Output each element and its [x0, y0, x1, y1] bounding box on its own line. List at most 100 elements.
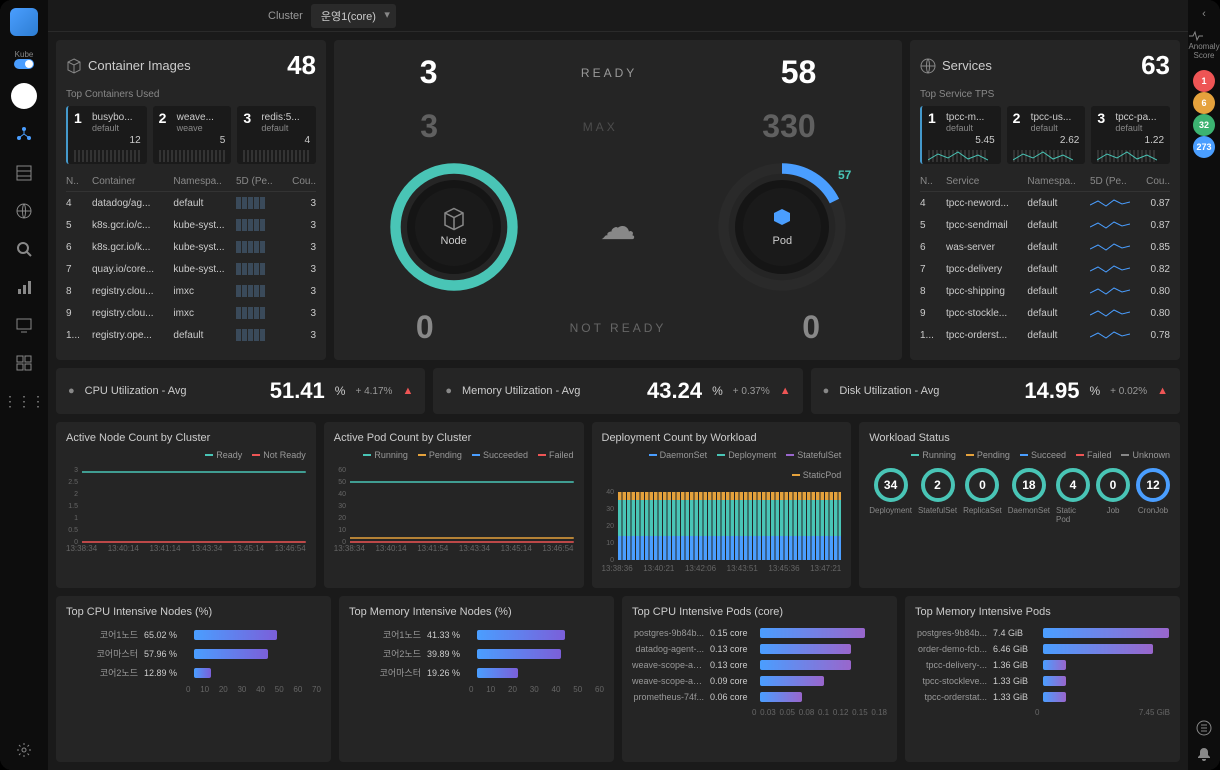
mem-pods-chart: Top Memory Intensive Pods postgres-9b84b…	[905, 596, 1180, 762]
table-row[interactable]: 5tpcc-sendmaildefault0.87	[920, 214, 1170, 236]
svg-text:2: 2	[74, 491, 78, 498]
hbar-row: tpcc-stockleve...1.33 GiB	[915, 676, 1170, 686]
top-card[interactable]: 3redis:5...default4	[237, 106, 316, 164]
table-row[interactable]: 9tpcc-stockle...default0.80	[920, 302, 1170, 324]
node-count-chart: Active Node Count by Cluster ReadyNot Re…	[56, 422, 316, 588]
cpu-nodes-chart: Top CPU Intensive Nodes (%) 코어1노드65.02 %…	[56, 596, 331, 762]
left-sidebar: Kube ⋮⋮⋮	[0, 0, 48, 770]
avatar[interactable]	[11, 83, 37, 109]
workload-donut[interactable]: 0Job	[1096, 468, 1130, 524]
services-panel: Services 63 Top Service TPS 1tpcc-m...de…	[910, 40, 1180, 360]
container-images-panel: Container Images 48 Top Containers Used …	[56, 40, 326, 360]
svg-text:50: 50	[338, 479, 346, 486]
pod-count-chart: Active Pod Count by Cluster RunningPendi…	[324, 422, 584, 588]
cluster-label: Cluster	[268, 10, 303, 22]
settings-icon[interactable]	[12, 738, 36, 762]
right-rail: ‹ Anomaly Score 1632273	[1188, 0, 1220, 770]
anomaly-badge[interactable]: 273	[1193, 136, 1215, 158]
workload-donut[interactable]: 0ReplicaSet	[963, 468, 1002, 524]
hbar-row: prometheus-74f...0.06 core	[632, 692, 887, 702]
workload-donut[interactable]: 34Deployment	[869, 468, 912, 524]
bell-icon[interactable]	[1196, 746, 1212, 762]
workload-donut[interactable]: 12CronJob	[1136, 468, 1170, 524]
hbar-row: 코어1노드65.02 %	[66, 628, 321, 641]
apps-icon[interactable]	[12, 351, 36, 375]
cpu-pods-chart: Top CPU Intensive Pods (core) postgres-9…	[622, 596, 897, 762]
hbar-row: postgres-9b84b...7.4 GiB	[915, 628, 1170, 638]
node-ready: 3	[420, 54, 438, 91]
svg-text:30: 30	[338, 503, 346, 510]
hbar-row: postgres-9b84b...0.15 core	[632, 628, 887, 638]
pod-gauge: Pod 57	[717, 162, 847, 292]
table-row[interactable]: 7quay.io/core...kube-syst...3	[66, 258, 316, 280]
workload-donut[interactable]: 4Static Pod	[1056, 468, 1090, 524]
header: Cluster 운영1(core)	[48, 0, 1188, 32]
chart-icon[interactable]	[12, 275, 36, 299]
container-images-title: Container Images	[66, 58, 191, 74]
node-gauge: Node	[389, 162, 519, 292]
workload-donut[interactable]: 2StatefulSet	[918, 468, 957, 524]
list-icon[interactable]	[1196, 720, 1212, 736]
hbar-row: 코어마스터57.96 %	[66, 647, 321, 660]
hbar-row: datadog-agent-...0.13 core	[632, 644, 887, 654]
svg-text:3: 3	[74, 467, 78, 474]
monitor-icon[interactable]	[12, 313, 36, 337]
util-panel: ●CPU Utilization - Avg51.41%+ 4.17%▲	[56, 368, 425, 414]
top-card[interactable]: 2weave...weave5	[153, 106, 232, 164]
mem-nodes-chart: Top Memory Intensive Nodes (%) 코어1노드41.3…	[339, 596, 614, 762]
table-row[interactable]: 1...registry.ope...default3	[66, 324, 316, 346]
svg-text:0: 0	[610, 557, 614, 564]
svg-text:0.5: 0.5	[68, 527, 78, 534]
top-card[interactable]: 1busybo...default12	[66, 106, 147, 164]
top-card[interactable]: 3tpcc-pa...default1.22	[1091, 106, 1170, 164]
table-row[interactable]: 9registry.clou...imxc3	[66, 302, 316, 324]
top-card[interactable]: 2tpcc-us...default2.62	[1007, 106, 1086, 164]
workload-donut[interactable]: 18DaemonSet	[1008, 468, 1050, 524]
dots-icon[interactable]: ⋮⋮⋮	[12, 389, 36, 413]
table-row[interactable]: 6k8s.gcr.io/k...kube-syst...3	[66, 236, 316, 258]
hbar-row: 코어2노드12.89 %	[66, 666, 321, 679]
table-row[interactable]: 6was-serverdefault0.85	[920, 236, 1170, 258]
hbar-row: tpcc-orderstat...1.33 GiB	[915, 692, 1170, 702]
hbar-row: 코어마스터19.26 %	[349, 666, 604, 679]
table-head: N.. Container Namespa.. 5D (Pe.. Cou..	[66, 172, 316, 192]
cloud-icon: ☁	[600, 206, 636, 248]
hbar-row: 코어1노드41.33 %	[349, 628, 604, 641]
svg-text:60: 60	[338, 467, 346, 474]
globe-icon[interactable]	[12, 199, 36, 223]
top-card[interactable]: 1tpcc-m...default5.45	[920, 106, 1001, 164]
hbar-row: 코어2노드39.89 %	[349, 647, 604, 660]
util-panel: ●Memory Utilization - Avg43.24%+ 0.37%▲	[433, 368, 802, 414]
table-row[interactable]: 7tpcc-deliverydefault0.82	[920, 258, 1170, 280]
table-row[interactable]: 8registry.clou...imxc3	[66, 280, 316, 302]
svg-text:1.5: 1.5	[68, 503, 78, 510]
hbar-row: order-demo-fcb...6.46 GiB	[915, 644, 1170, 654]
table-row[interactable]: 5k8s.gcr.io/c...kube-syst...3	[66, 214, 316, 236]
workload-status-chart: Workload Status RunningPendingSucceedFai…	[859, 422, 1180, 588]
table-row[interactable]: 8tpcc-shippingdefault0.80	[920, 280, 1170, 302]
svg-text:40: 40	[338, 491, 346, 498]
table-row[interactable]: 4datadog/ag...default3	[66, 192, 316, 214]
grid-icon[interactable]	[12, 161, 36, 185]
main-area: Cluster 운영1(core) Container Images 48 To…	[48, 0, 1188, 770]
kube-section: Kube	[14, 50, 34, 69]
deploy-count-chart: Deployment Count by Workload DaemonSetDe…	[592, 422, 852, 588]
logo[interactable]	[10, 8, 38, 36]
hbar-row: weave-scope-ag...0.13 core	[632, 660, 887, 670]
svg-text:20: 20	[606, 523, 614, 530]
anomaly-badge[interactable]: 32	[1193, 114, 1215, 136]
kube-toggle[interactable]	[14, 59, 34, 69]
topology-icon[interactable]	[12, 123, 36, 147]
table-row[interactable]: 1...tpcc-orderst...default0.78	[920, 324, 1170, 346]
collapse-icon[interactable]: ‹	[1202, 8, 1206, 20]
svg-text:10: 10	[606, 540, 614, 547]
cluster-select[interactable]: 운영1(core)	[311, 4, 396, 28]
anomaly-badge[interactable]: 1	[1193, 70, 1215, 92]
search-icon[interactable]	[12, 237, 36, 261]
svg-text:1: 1	[74, 515, 78, 522]
svg-text:40: 40	[606, 489, 614, 496]
hbar-row: tpcc-delivery-...1.36 GiB	[915, 660, 1170, 670]
table-row[interactable]: 4tpcc-neword...default0.87	[920, 192, 1170, 214]
anomaly-badge[interactable]: 6	[1193, 92, 1215, 114]
pod-ready: 58	[781, 54, 817, 91]
